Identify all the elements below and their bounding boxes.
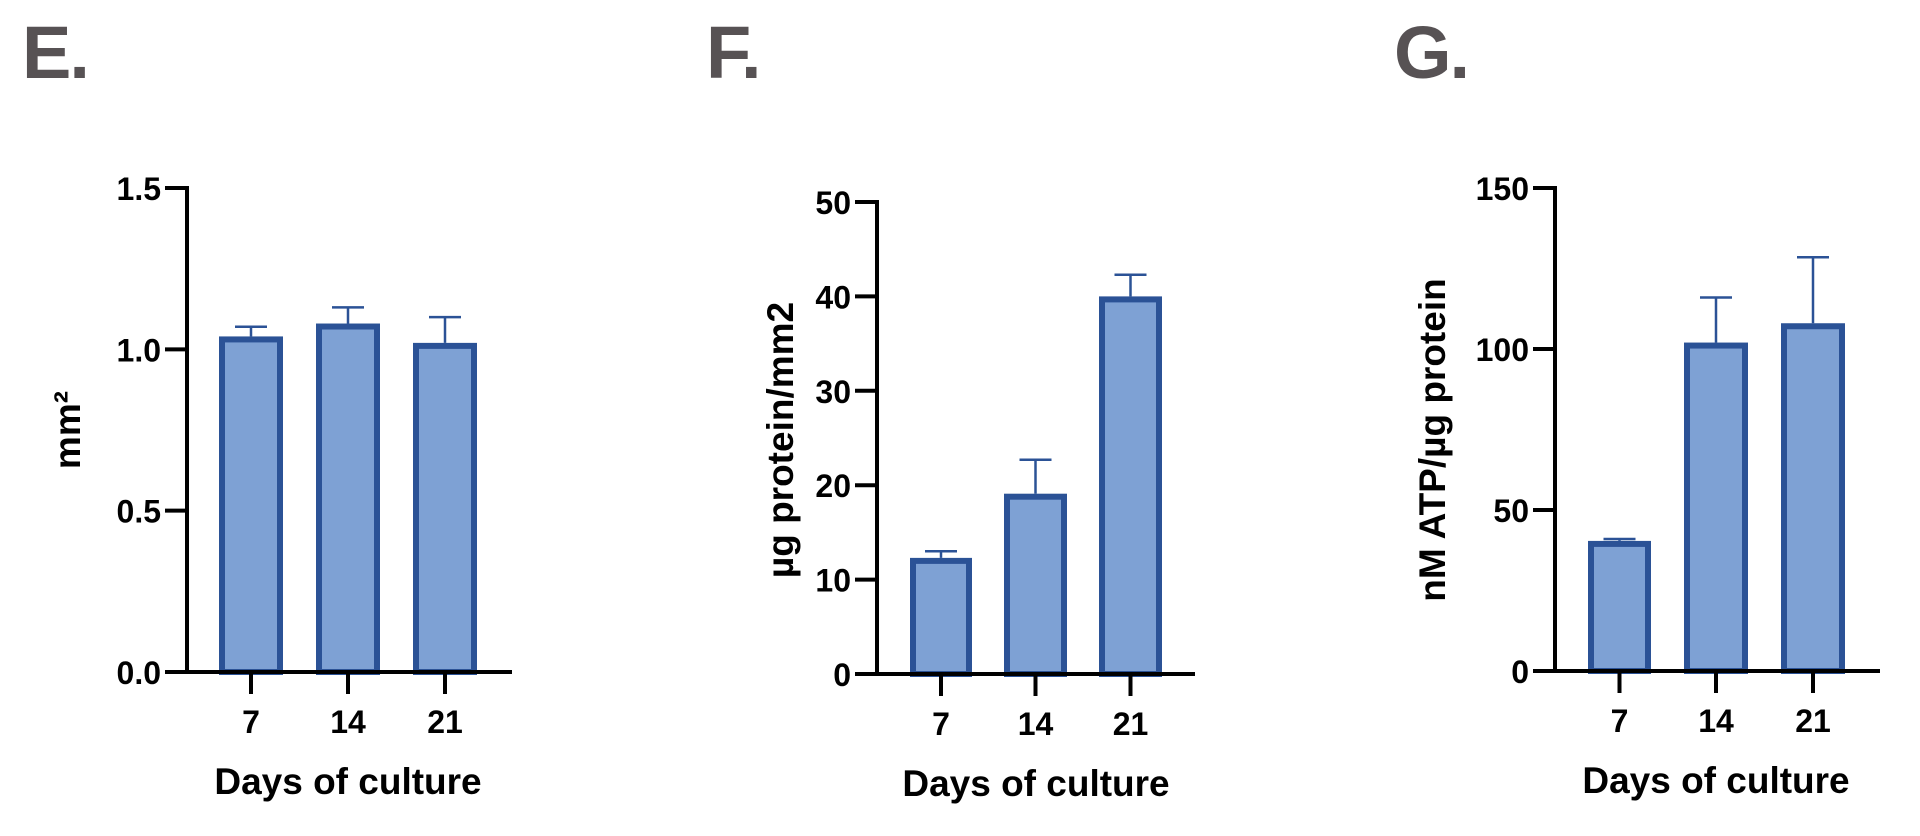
x-axis-title: Days of culture [902, 763, 1169, 804]
bar-7 [219, 336, 283, 675]
x-axis-title: Days of culture [1582, 760, 1849, 801]
chart-e: 7 14 21 0.0 0.5 1.0 1.5 Days of culture mm² [47, 171, 512, 802]
x-tick-label: 14 [330, 704, 366, 740]
chart-f: 7 14 21 0 10 20 30 40 50 Days of culture µg protei… [760, 185, 1195, 804]
y-tick-label: 20 [815, 468, 851, 504]
y-tick-label: 50 [815, 185, 851, 221]
x-tick-label: 7 [1611, 703, 1629, 739]
chart-g: 7 14 21 0 50 100 150 Days of culture nM ATP/µg p… [1412, 171, 1880, 801]
bar-14 [316, 323, 380, 675]
y-tick-label: 0 [1511, 654, 1529, 690]
y-tick-label: 10 [815, 563, 851, 599]
bar-7 [1588, 540, 1651, 674]
y-tick-label: 40 [815, 279, 851, 315]
x-tick-label: 7 [932, 706, 950, 742]
bar-21 [1781, 323, 1845, 674]
x-axis-title: Days of culture [214, 761, 481, 802]
x-tick-label: 14 [1698, 703, 1734, 739]
x-tick-label: 14 [1018, 706, 1054, 742]
x-tick-label: 21 [1795, 703, 1831, 739]
bar-14 [1004, 493, 1067, 678]
y-tick-label: 0.5 [117, 494, 161, 530]
y-axis-title: nM ATP/µg protein [1412, 278, 1453, 601]
y-tick-label: 1.0 [117, 332, 161, 368]
x-tick-label: 21 [427, 704, 463, 740]
y-tick-label: 50 [1493, 493, 1529, 529]
y-tick-label: 30 [815, 374, 851, 410]
y-tick-label: 0 [833, 657, 851, 693]
panel-letter-g: G. [1394, 11, 1470, 94]
bar-21 [1099, 296, 1162, 677]
x-tick-label: 21 [1113, 706, 1149, 742]
panel-letter-e: E. [22, 11, 90, 94]
bar-7 [910, 557, 972, 677]
y-tick-label: 1.5 [117, 171, 161, 207]
y-axis-title: mm² [47, 391, 88, 469]
y-tick-label: 150 [1476, 171, 1529, 207]
x-tick-label: 7 [242, 704, 260, 740]
y-tick-label: 100 [1476, 332, 1529, 368]
y-axis-title: µg protein/mm2 [760, 302, 801, 578]
bar-21 [413, 342, 477, 675]
y-tick-label: 0.0 [117, 655, 161, 691]
panel-letter-f: F. [706, 11, 762, 94]
bar-14 [1684, 342, 1748, 674]
